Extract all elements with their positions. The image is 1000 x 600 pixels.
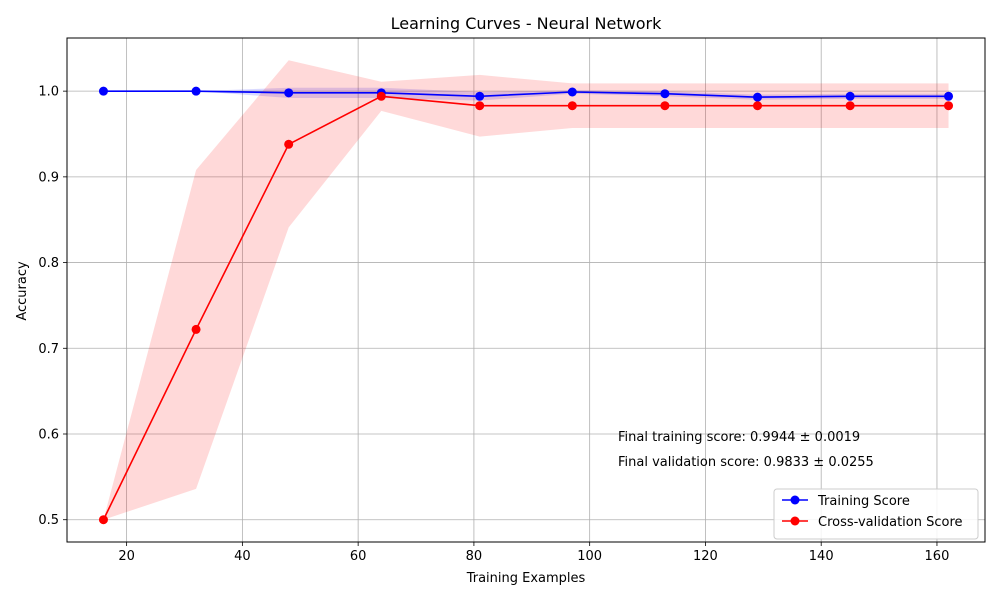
x-tick-label: 20: [118, 549, 135, 564]
x-tick-label: 120: [693, 549, 718, 564]
data-point-series-1: [191, 324, 201, 334]
data-point-series-0: [660, 89, 670, 99]
x-tick-label: 160: [925, 549, 950, 564]
data-point-series-1: [753, 101, 763, 111]
legend-marker-training: [790, 495, 800, 505]
legend-label-validation: Cross-validation Score: [818, 515, 963, 530]
data-point-series-1: [660, 101, 670, 111]
y-tick-label: 0.6: [38, 428, 59, 443]
series-markers: [98, 86, 954, 525]
data-point-series-1: [944, 101, 954, 111]
data-point-series-1: [567, 101, 577, 111]
data-point-series-1: [284, 139, 294, 149]
data-point-series-1: [475, 101, 485, 111]
confidence-band-series-1: [103, 60, 949, 520]
y-axis-label: Accuracy: [15, 261, 30, 321]
data-point-series-1: [845, 101, 855, 111]
x-tick-label: 140: [809, 549, 834, 564]
legend: Training Score Cross-validation Score: [773, 488, 979, 540]
x-tick-label: 80: [466, 549, 483, 564]
data-point-series-0: [98, 86, 108, 96]
series-line-1: [102, 95, 949, 521]
series-lines: [102, 90, 949, 521]
y-tick-label: 1.0: [38, 85, 59, 100]
y-tick-label: 0.7: [38, 342, 59, 357]
data-point-series-1: [376, 91, 386, 101]
axis-ticks: 20 40 60 80 100 120 140 160 0.5 0.6 0.7 0.8 0.9 1.0: [38, 85, 949, 564]
plot-frame: [66, 37, 986, 543]
x-tick-label: 40: [234, 549, 251, 564]
data-point-series-0: [191, 86, 201, 96]
data-point-series-0: [475, 91, 485, 101]
y-tick-label: 0.9: [38, 170, 59, 185]
legend-marker-validation: [790, 516, 800, 526]
x-axis-label: Training Examples: [466, 571, 586, 586]
legend-label-training: Training Score: [817, 494, 910, 509]
data-point-series-0: [944, 91, 954, 101]
annotation-final-validation: Final validation score: 0.9833 ± 0.0255: [618, 455, 874, 470]
data-point-series-1: [98, 515, 108, 525]
data-point-series-0: [567, 87, 577, 97]
grid: [67, 38, 985, 542]
data-point-series-0: [284, 88, 294, 98]
series-line-0: [103, 90, 949, 98]
annotation-final-training: Final training score: 0.9944 ± 0.0019: [618, 430, 860, 445]
y-tick-label: 0.5: [38, 513, 59, 528]
y-tick-label: 0.8: [38, 256, 59, 271]
x-tick-label: 60: [350, 549, 367, 564]
x-tick-label: 100: [577, 549, 602, 564]
chart-title: Learning Curves - Neural Network: [391, 14, 662, 33]
legend-box: [773, 488, 979, 540]
data-point-series-0: [753, 92, 763, 102]
data-point-series-0: [845, 91, 855, 101]
